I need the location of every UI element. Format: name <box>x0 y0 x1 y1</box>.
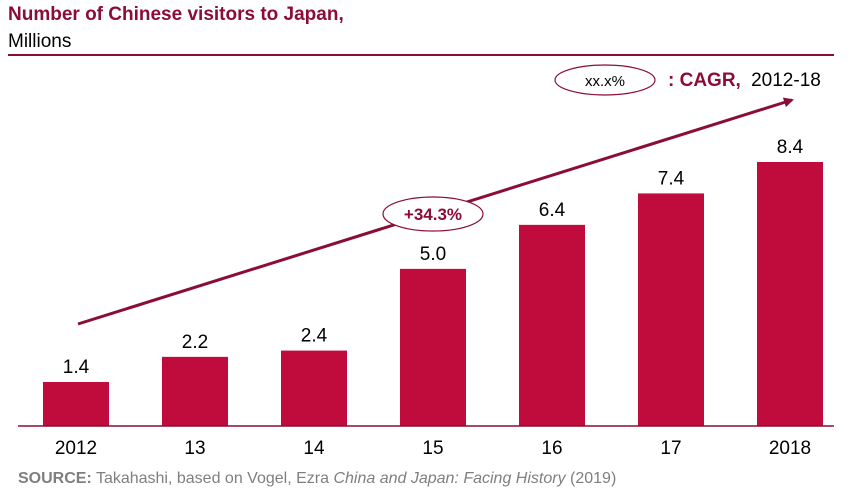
cagr-callout-value: +34.3% <box>404 205 462 224</box>
chart-subtitle: Millions <box>8 31 72 52</box>
value-label-16: 6.4 <box>539 200 566 221</box>
value-label-13: 2.2 <box>182 332 208 353</box>
bar-17 <box>638 193 704 426</box>
source-text: Takahashi, based on Vogel, Ezra <box>95 470 329 487</box>
legend-cagr-oval <box>554 64 656 96</box>
legend-cagr-marker-text: xx.x% <box>585 73 625 90</box>
title-divider <box>8 54 834 56</box>
x-tick-label-16: 16 <box>541 438 562 459</box>
value-label-2018: 8.4 <box>777 137 804 158</box>
value-label-2012: 1.4 <box>63 357 90 378</box>
legend-cagr-period: 2012-18 <box>751 70 821 91</box>
bars-layer <box>43 162 823 426</box>
x-tick-labels-layer: 2012 13 14 15 16 17 2018 <box>55 438 811 459</box>
cagr-callout: +34.3% <box>382 196 484 232</box>
source-label: SOURCE: <box>18 470 92 487</box>
bar-2012 <box>43 382 109 426</box>
legend: xx.x% : CAGR, 2012-18 <box>554 64 821 96</box>
bar-2018 <box>757 162 823 426</box>
source-note: SOURCE: Takahashi, based on Vogel, Ezra … <box>18 470 616 488</box>
bar-13 <box>162 356 228 426</box>
x-tick-label-15: 15 <box>422 438 443 459</box>
legend-cagr-label: : CAGR, <box>668 70 741 91</box>
bar-16 <box>519 224 585 426</box>
chart-title: Number of Chinese visitors to Japan, <box>8 4 344 25</box>
x-tick-label-2012: 2012 <box>55 438 97 459</box>
cagr-callout-oval <box>382 196 484 232</box>
bar-15 <box>400 268 466 426</box>
bar-chart: 1.4 2.2 2.4 5.0 6.4 7.4 8.4 2012 13 14 15 16 17 2018… <box>18 64 834 459</box>
source-title: China and Japan: Facing History <box>333 470 566 487</box>
value-label-14: 2.4 <box>301 326 328 347</box>
bar-14 <box>281 350 347 426</box>
x-tick-label-17: 17 <box>660 438 681 459</box>
value-labels-layer: 1.4 2.2 2.4 5.0 6.4 7.4 8.4 <box>63 137 804 378</box>
value-label-15: 5.0 <box>420 244 446 265</box>
value-label-17: 7.4 <box>658 168 685 189</box>
x-tick-label-14: 14 <box>303 438 325 459</box>
x-tick-label-2018: 2018 <box>769 438 811 459</box>
x-tick-label-13: 13 <box>184 438 205 459</box>
source-year: (2019) <box>570 470 617 487</box>
legend-cagr-text: : CAGR, 2012-18 <box>668 70 821 91</box>
